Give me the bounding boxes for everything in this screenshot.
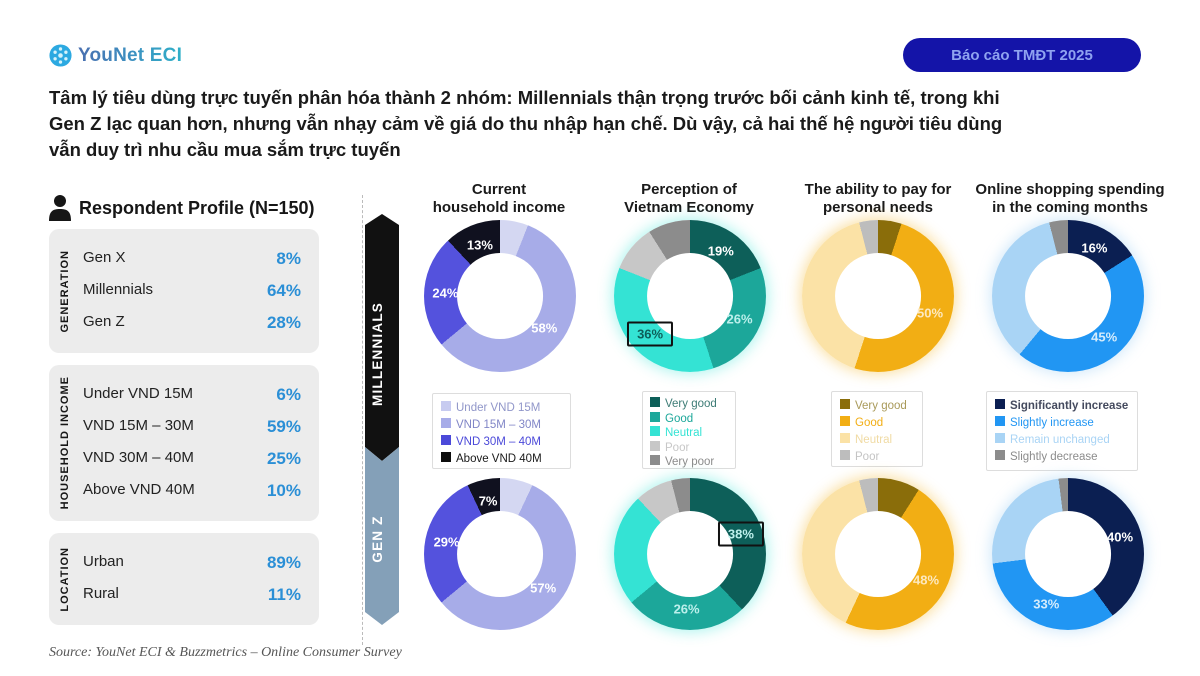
svg-text:MILLENNIALS: MILLENNIALS bbox=[370, 302, 385, 406]
svg-text:GEN Z: GEN Z bbox=[370, 515, 385, 562]
